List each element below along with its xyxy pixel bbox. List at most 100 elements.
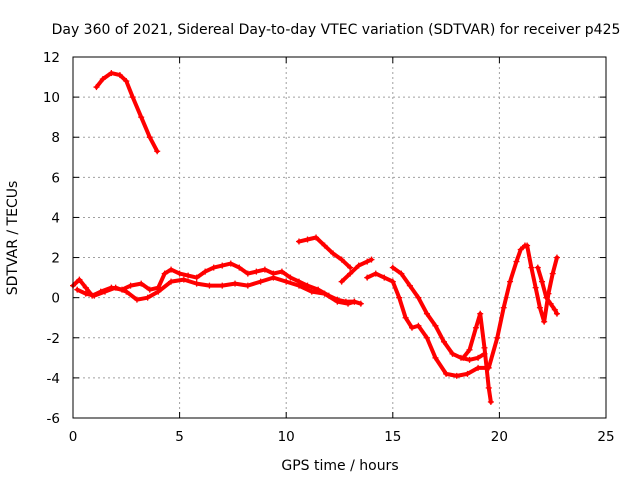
tick-labels: 0 5 10 15 20 25 -6 -4 -2 0 2 4 6 8 10 12: [43, 50, 615, 445]
data-point: [553, 254, 560, 261]
data-point: [432, 322, 439, 329]
data-point: [389, 264, 396, 271]
data-point: [351, 298, 358, 305]
data-point: [415, 322, 422, 329]
series-track-c: [74, 274, 358, 307]
data-point: [133, 296, 140, 303]
data-point: [398, 270, 405, 277]
data-point: [236, 264, 243, 271]
data-point: [313, 234, 320, 241]
data-point: [464, 370, 471, 377]
data-point: [180, 276, 187, 283]
data-point: [536, 304, 543, 311]
data-point: [347, 270, 354, 277]
data-point: [219, 282, 226, 289]
series-line: [525, 243, 559, 324]
data-point: [253, 268, 260, 275]
data-point: [453, 372, 460, 379]
y-tick-label: 10: [43, 90, 60, 106]
data-point: [541, 318, 548, 325]
data-point: [138, 114, 145, 121]
data-point: [112, 284, 119, 291]
data-point: [528, 264, 535, 271]
data-point: [364, 258, 371, 265]
data-point: [494, 334, 501, 341]
data-point: [99, 76, 106, 83]
y-axis-label: SDTVAR / TECUs: [5, 181, 21, 296]
series-line: [365, 243, 527, 378]
series-track-f: [364, 242, 528, 379]
data-point: [517, 246, 524, 253]
y-tick-label: 4: [51, 210, 60, 226]
data-point: [466, 356, 473, 363]
data-point: [278, 268, 285, 275]
data-point: [432, 354, 439, 361]
data-point: [287, 274, 294, 281]
series-line: [75, 275, 357, 306]
data-point: [466, 346, 473, 353]
y-tick-label: -4: [47, 371, 60, 387]
data-point: [321, 242, 328, 249]
x-tick-label: 25: [597, 429, 614, 445]
y-tick-label: 12: [43, 50, 60, 66]
data-point: [210, 264, 217, 271]
data-point: [108, 70, 115, 77]
data-point: [193, 274, 200, 281]
data-point: [549, 270, 556, 277]
data-point: [543, 294, 550, 301]
grid-lines: [73, 57, 606, 418]
series-line: [94, 71, 160, 154]
data-point: [168, 266, 175, 273]
x-tick-label: 20: [491, 429, 508, 445]
data-point: [487, 398, 494, 405]
data-point: [91, 292, 98, 299]
data-point: [460, 354, 467, 361]
data-point: [551, 306, 558, 313]
data-point: [402, 314, 409, 321]
data-point: [101, 288, 108, 295]
x-axis-label: GPS time / hours: [281, 458, 398, 474]
data-point: [364, 274, 371, 281]
data-point: [330, 250, 337, 257]
data-point: [304, 236, 311, 243]
data-point: [219, 262, 226, 269]
data-point: [477, 310, 484, 317]
chart-title: Day 360 of 2021, Sidereal Day-to-day VTE…: [52, 22, 621, 38]
data-point: [283, 278, 290, 285]
data-point: [123, 288, 130, 295]
data-point: [295, 238, 302, 245]
data-point: [74, 286, 81, 293]
data-point: [193, 280, 200, 287]
series-track-b: [70, 260, 364, 307]
data-point: [338, 256, 345, 263]
series-track-d: [295, 234, 354, 271]
data-point: [146, 134, 153, 141]
data-point: [547, 300, 554, 307]
x-tick-label: 10: [278, 429, 295, 445]
data-point: [138, 280, 145, 287]
data-point: [443, 370, 450, 377]
x-tick-label: 15: [384, 429, 401, 445]
data-point: [93, 84, 100, 91]
data-point: [202, 268, 209, 275]
data-point: [321, 290, 328, 297]
data-point: [415, 294, 422, 301]
x-tick-label: 0: [69, 429, 78, 445]
series-line: [71, 261, 363, 306]
data-point: [368, 256, 375, 263]
data-point: [513, 258, 520, 265]
data-point: [116, 72, 123, 79]
data-point: [553, 310, 560, 317]
data-point: [485, 384, 492, 391]
data-point: [129, 94, 136, 101]
data-point: [524, 242, 531, 249]
data-point: [500, 304, 507, 311]
y-tick-label: 6: [51, 170, 60, 186]
series-track-e: [338, 256, 375, 285]
series-track-a: [93, 70, 161, 155]
data-point: [257, 278, 264, 285]
data-point: [481, 344, 488, 351]
data-point: [82, 290, 89, 297]
y-tick-label: 0: [51, 291, 60, 307]
y-tick-label: 2: [51, 251, 60, 267]
